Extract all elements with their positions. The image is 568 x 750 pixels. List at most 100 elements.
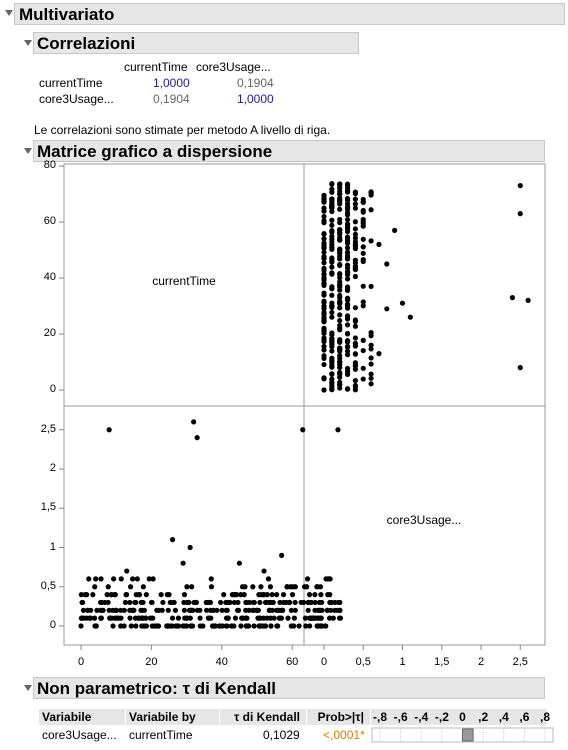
scatter-point bbox=[344, 249, 351, 255]
scatter-point bbox=[280, 607, 286, 613]
scatter-point bbox=[321, 335, 327, 341]
scatter-point bbox=[188, 623, 195, 629]
scatter-point bbox=[270, 599, 276, 606]
scatter-point bbox=[344, 201, 351, 207]
scatter-point bbox=[321, 282, 327, 288]
scatter-point bbox=[352, 366, 358, 372]
scatter-point bbox=[337, 305, 343, 311]
scatter-point bbox=[344, 265, 351, 271]
scatter-point bbox=[316, 599, 323, 606]
scatter-point bbox=[337, 345, 343, 351]
scatter-point bbox=[118, 576, 124, 582]
scatter-point bbox=[352, 323, 358, 329]
scatter-point bbox=[368, 361, 374, 367]
scatter-point bbox=[169, 537, 176, 543]
scatter-point bbox=[92, 623, 98, 629]
scatter-point bbox=[172, 607, 179, 613]
scatter-point bbox=[305, 599, 312, 606]
disclosure-triangle-icon[interactable] bbox=[5, 10, 13, 16]
scatter-point bbox=[92, 615, 98, 621]
scatter-point bbox=[360, 376, 366, 382]
scatter-point bbox=[329, 309, 335, 316]
scatter-point bbox=[352, 335, 358, 341]
scatter-point bbox=[216, 623, 223, 629]
scatter-point bbox=[257, 599, 263, 606]
scatter-point bbox=[360, 223, 366, 229]
scatter-point bbox=[154, 607, 160, 613]
kendall-scale-tick: -,6 bbox=[393, 710, 408, 724]
scatter-point bbox=[360, 199, 366, 205]
scatter-point bbox=[321, 347, 327, 353]
scatter-point bbox=[332, 607, 338, 613]
multivariate-header[interactable]: Multivariato bbox=[14, 3, 565, 25]
scatter-point bbox=[337, 287, 343, 293]
scatter-point bbox=[208, 615, 214, 621]
correlations-header[interactable]: Correlazioni bbox=[33, 32, 359, 54]
scatter-point bbox=[80, 607, 87, 613]
scatter-point bbox=[329, 222, 335, 228]
kendall-title: Non parametrico: τ di Kendall bbox=[37, 679, 277, 698]
scatter-point bbox=[180, 560, 186, 566]
kendall-scale-tick: ,6 bbox=[519, 710, 530, 724]
scatter-point bbox=[240, 615, 246, 621]
scatter-point bbox=[352, 351, 358, 357]
scatter-point bbox=[329, 189, 335, 195]
y-tick-label: 1,5 bbox=[40, 501, 56, 514]
scatter-point bbox=[267, 615, 274, 621]
scatter-point bbox=[253, 607, 260, 613]
scatter-point bbox=[368, 355, 374, 361]
scatter-point bbox=[360, 347, 366, 354]
scatter-point bbox=[301, 584, 308, 590]
scatter-point bbox=[98, 576, 104, 582]
scatter-point bbox=[360, 365, 366, 371]
scatter-point bbox=[337, 191, 343, 197]
scatter-point bbox=[344, 370, 351, 377]
disclosure-triangle-icon[interactable] bbox=[24, 148, 32, 154]
scatter-point bbox=[197, 623, 203, 629]
scatter-point bbox=[261, 592, 267, 598]
scatter-point bbox=[321, 199, 327, 205]
scatter-point bbox=[292, 599, 298, 606]
disclosure-triangle-icon[interactable] bbox=[24, 685, 32, 691]
scatter-point bbox=[368, 329, 374, 336]
scatter-point bbox=[329, 371, 335, 377]
scatter-point bbox=[319, 607, 325, 613]
scatter-matrix[interactable] bbox=[0, 0, 568, 680]
scatter-point bbox=[146, 576, 152, 582]
scatter-point bbox=[231, 599, 238, 606]
scatter-point bbox=[186, 607, 193, 613]
scatter-point bbox=[360, 250, 366, 256]
scatter-point bbox=[111, 592, 117, 598]
scatter-point bbox=[291, 615, 297, 621]
scatter-point bbox=[329, 348, 335, 354]
scatter-point bbox=[329, 379, 335, 385]
scatter-point bbox=[327, 592, 333, 598]
disclosure-triangle-icon[interactable] bbox=[24, 40, 32, 46]
scatter-point bbox=[219, 607, 225, 613]
scatter-point bbox=[360, 209, 366, 215]
scatter-point bbox=[337, 281, 343, 288]
scatter-point bbox=[285, 615, 291, 621]
scatter-point bbox=[337, 226, 343, 233]
y-tick-label: 1 bbox=[49, 540, 56, 553]
scatter-point bbox=[337, 247, 343, 253]
scatter-point bbox=[329, 228, 335, 235]
kendall-scale-tick: -,4 bbox=[414, 710, 429, 724]
scatter-point bbox=[352, 226, 358, 232]
scatter-point bbox=[130, 576, 136, 582]
scatter-point bbox=[360, 236, 366, 242]
scatter-header[interactable]: Matrice grafico a dispersione bbox=[33, 140, 545, 162]
scatter-point bbox=[133, 623, 139, 629]
scatter-point bbox=[392, 227, 398, 233]
scatter-point bbox=[112, 615, 118, 621]
scatter-point bbox=[106, 427, 112, 433]
scatter-point bbox=[344, 206, 351, 212]
scatter-point bbox=[191, 599, 197, 606]
scatter-point bbox=[150, 576, 156, 582]
scatter-point bbox=[314, 584, 321, 590]
scatter-point bbox=[312, 607, 318, 613]
kendall-header[interactable]: Non parametrico: τ di Kendall bbox=[33, 677, 545, 699]
scatter-point bbox=[352, 260, 358, 266]
scatter-point bbox=[267, 584, 274, 590]
scatter-point bbox=[321, 265, 327, 272]
